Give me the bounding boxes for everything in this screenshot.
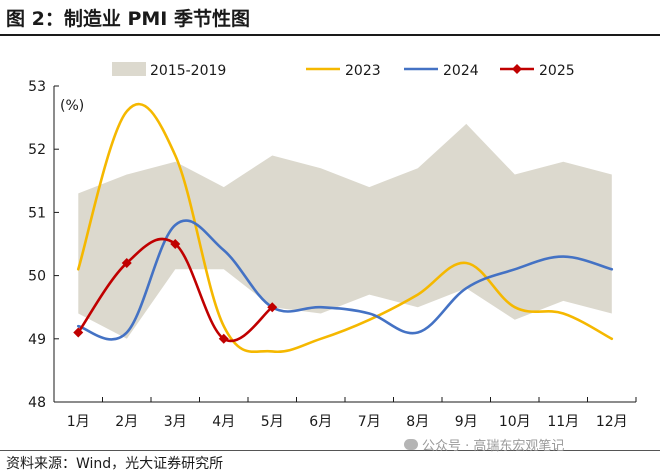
x-tick-label: 11月 (547, 414, 579, 430)
y-tick-label: 49 (28, 332, 46, 348)
band-2015-2019 (78, 123, 612, 339)
y-tick-label: 52 (28, 142, 46, 158)
y-axis-unit: (%) (60, 98, 84, 114)
legend-label-2023: 2023 (345, 63, 381, 79)
legend-marker-2025 (512, 64, 522, 74)
data-point-2025 (121, 257, 132, 268)
title-divider (0, 34, 660, 36)
x-tick-label: 7月 (358, 414, 381, 430)
x-tick-label: 12月 (596, 414, 628, 430)
x-tick-label: 1月 (67, 414, 90, 430)
legend-band-swatch (112, 62, 146, 76)
legend-label-2015-2019: 2015-2019 (150, 63, 226, 79)
watermark: 公众号 · 高瑞东宏观笔记 (404, 435, 564, 454)
x-tick-label: 2月 (115, 414, 138, 430)
y-tick-label: 48 (28, 395, 46, 411)
series-line-2024 (76, 219, 614, 341)
y-tick-label: 51 (28, 205, 46, 221)
watermark-text: 公众号 · 高瑞东宏观笔记 (422, 439, 565, 454)
x-tick-label: 4月 (212, 414, 235, 430)
plot-area: 48 49 50 51 52 53 1月 2月 3月 4月 5月 6月 7月 8月 9月 10月 11月 12月 (28, 79, 637, 430)
x-tick-label: 9月 (455, 414, 478, 430)
data-point-2025 (73, 327, 84, 338)
pmi-seasonal-chart: 2015-2019 2023 2024 2025 (%) 48 49 50 51 52 5… (28, 62, 637, 430)
x-tick-label: 3月 (164, 414, 187, 430)
chart-title: 图 2：制造业 PMI 季节性图 (6, 8, 250, 30)
x-tick-label: 5月 (261, 414, 284, 430)
x-tick-label: 6月 (309, 414, 332, 430)
y-tick-label: 53 (28, 79, 46, 95)
legend-label-2025: 2025 (539, 63, 575, 79)
legend-label-2024: 2024 (443, 63, 479, 79)
x-tick-label: 8月 (406, 414, 429, 430)
footer-divider (0, 450, 660, 451)
x-tick-label: 10月 (499, 414, 531, 430)
series-line-2023 (76, 103, 614, 354)
data-point-2025 (267, 302, 278, 313)
wechat-icon (404, 439, 418, 450)
y-tick-label: 50 (28, 269, 46, 285)
source-note: 资料来源：Wind，光大证券研究所 (6, 456, 224, 472)
data-point-2025 (170, 239, 181, 249)
legend: 2015-2019 2023 2024 2025 (112, 62, 575, 79)
data-point-2025 (218, 333, 229, 344)
